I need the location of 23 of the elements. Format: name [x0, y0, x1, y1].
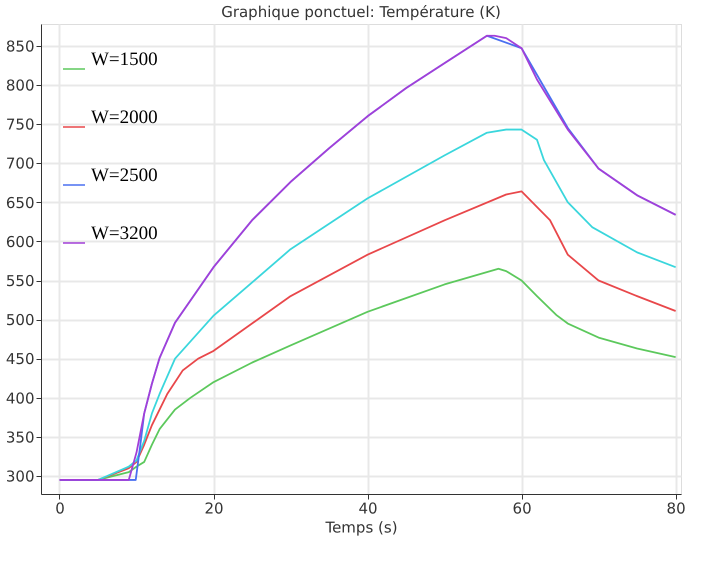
x-tick-label: 80: [666, 500, 686, 518]
y-tick-label: 500: [6, 311, 34, 330]
y-tick-label: 750: [6, 116, 34, 134]
x-tick-label: 0: [55, 500, 65, 518]
legend-label: W=3200: [91, 223, 158, 244]
x-tick-label: 60: [512, 500, 532, 518]
y-tick-label: 550: [6, 272, 34, 290]
y-tick-label: 300: [6, 468, 34, 486]
legend-label: W=1500: [91, 49, 158, 70]
x-axis-title: Temps (s): [324, 518, 398, 536]
y-tick-label: 700: [6, 154, 34, 173]
x-tick-label: 20: [204, 500, 224, 518]
x-tick-label: 40: [358, 500, 378, 518]
y-tick-label: 350: [6, 428, 34, 446]
legend-label: W=2500: [91, 165, 158, 186]
y-tick-label: 800: [6, 76, 34, 94]
y-tick-label: 850: [6, 37, 34, 56]
y-tick-label: 450: [6, 350, 34, 368]
legend-label: W=2000: [91, 107, 158, 128]
y-tick-label: 650: [6, 194, 34, 212]
chart-title: Graphique ponctuel: Température (K): [221, 3, 501, 21]
y-tick-label: 600: [6, 232, 34, 251]
y-tick-label: 400: [6, 389, 34, 408]
